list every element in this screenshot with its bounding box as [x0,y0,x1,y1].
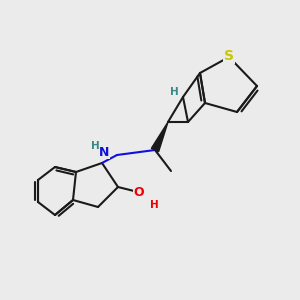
Text: H: H [150,200,158,210]
Text: H: H [169,87,178,97]
Text: N: N [99,146,109,158]
Text: S: S [224,49,234,63]
Polygon shape [152,122,168,152]
Text: H: H [91,141,99,151]
Text: O: O [134,185,144,199]
